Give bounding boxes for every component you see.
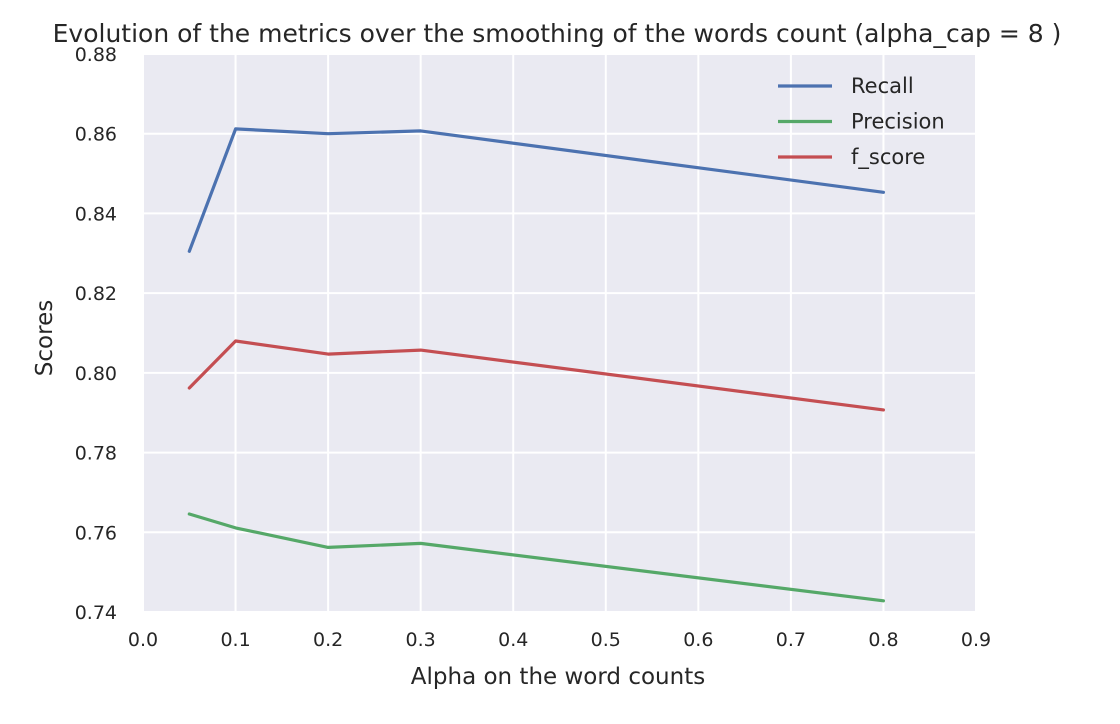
y-tick-label: 0.82 — [75, 283, 117, 305]
series-line-recall — [187, 127, 886, 253]
y-axis-label: Scores — [32, 300, 58, 376]
y-tick-label: 0.76 — [75, 522, 117, 544]
x-tick-label: 0.4 — [498, 629, 528, 651]
series-line-f-score — [187, 339, 886, 412]
x-tick-label: 0.2 — [313, 629, 343, 651]
y-tick-label: 0.78 — [75, 443, 117, 465]
chart-title: Evolution of the metrics over the smooth… — [53, 19, 1062, 48]
series-line-precision — [187, 512, 886, 603]
x-tick-label: 0.7 — [776, 629, 806, 651]
y-tick-label: 0.74 — [75, 602, 117, 624]
x-tick-label: 0.1 — [220, 629, 250, 651]
x-tick-label: 0.3 — [406, 629, 436, 651]
x-tick-label: 0.8 — [868, 629, 898, 651]
legend-label-recall: Recall — [851, 74, 914, 98]
y-tick-label: 0.86 — [75, 124, 117, 146]
plot-area — [143, 54, 976, 612]
x-tick-label: 0.0 — [128, 629, 158, 651]
x-axis-label: Alpha on the word counts — [411, 664, 705, 690]
x-tick-label: 0.9 — [961, 629, 991, 651]
x-tick-label: 0.5 — [591, 629, 621, 651]
y-tick-label: 0.88 — [75, 44, 117, 66]
y-tick-label: 0.84 — [75, 203, 117, 225]
legend-label-f-score: f_score — [851, 145, 925, 170]
x-tick-label: 0.6 — [683, 629, 713, 651]
legend-label-precision: Precision — [851, 110, 945, 134]
y-tick-label: 0.80 — [75, 363, 117, 385]
